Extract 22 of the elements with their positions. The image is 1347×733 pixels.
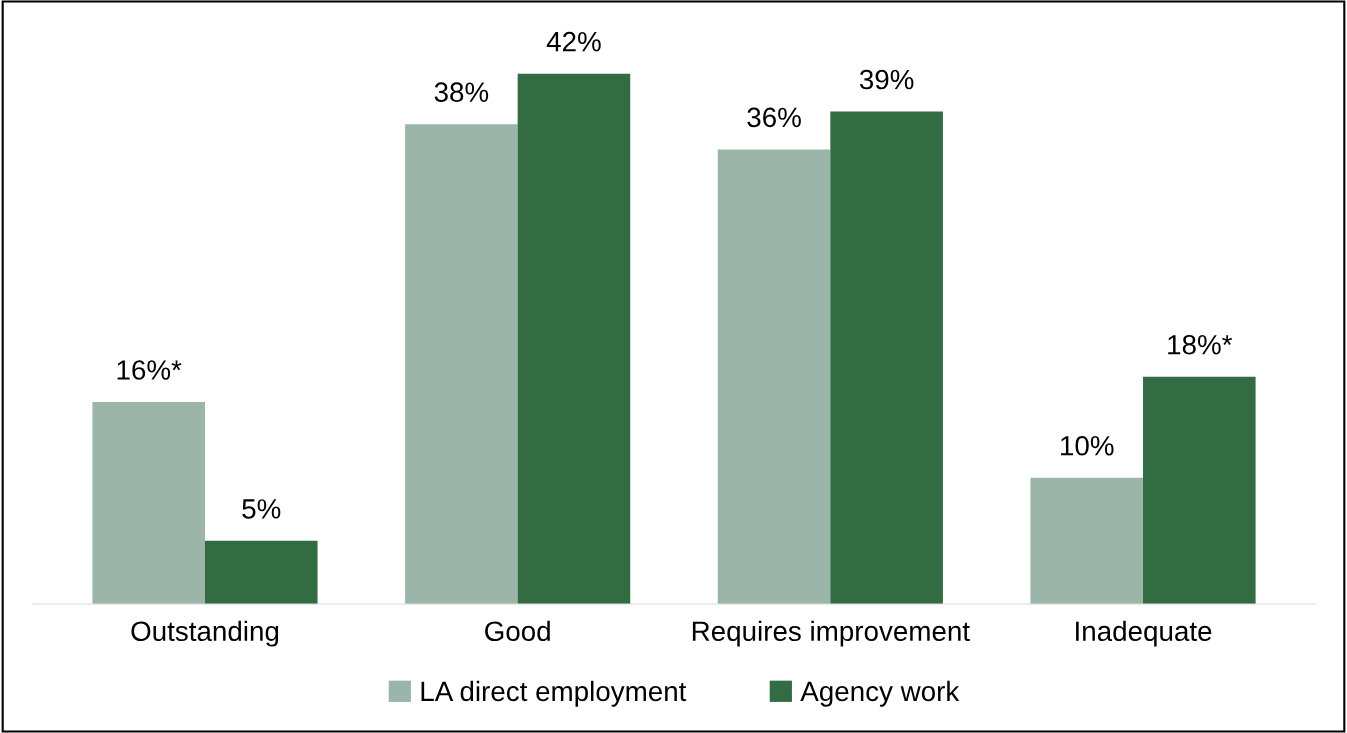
bar xyxy=(204,540,318,604)
data-label: 5% xyxy=(242,499,281,519)
legend-label: LA direct employment xyxy=(421,680,687,707)
data-label: 42% xyxy=(546,31,601,52)
x-tick-label: Good xyxy=(485,620,550,642)
bar xyxy=(92,401,205,604)
x-tick-label: Requires improvement xyxy=(692,620,970,647)
bar xyxy=(517,73,631,604)
data-label: 10% xyxy=(1061,435,1114,456)
bar xyxy=(1030,477,1144,604)
bar xyxy=(717,149,831,604)
data-label: 38% xyxy=(434,82,489,102)
x-tick-label: Outstanding xyxy=(131,620,279,647)
bar xyxy=(405,124,518,604)
bar xyxy=(830,111,943,604)
data-label: 39% xyxy=(859,69,914,90)
data-label: 16%* xyxy=(117,360,182,380)
x-tick-label: Inadequate xyxy=(1076,620,1212,647)
data-label: 18%* xyxy=(1168,334,1233,355)
bar xyxy=(1143,376,1256,604)
legend-label: Agency work xyxy=(800,680,960,707)
data-label: 36% xyxy=(747,107,801,128)
